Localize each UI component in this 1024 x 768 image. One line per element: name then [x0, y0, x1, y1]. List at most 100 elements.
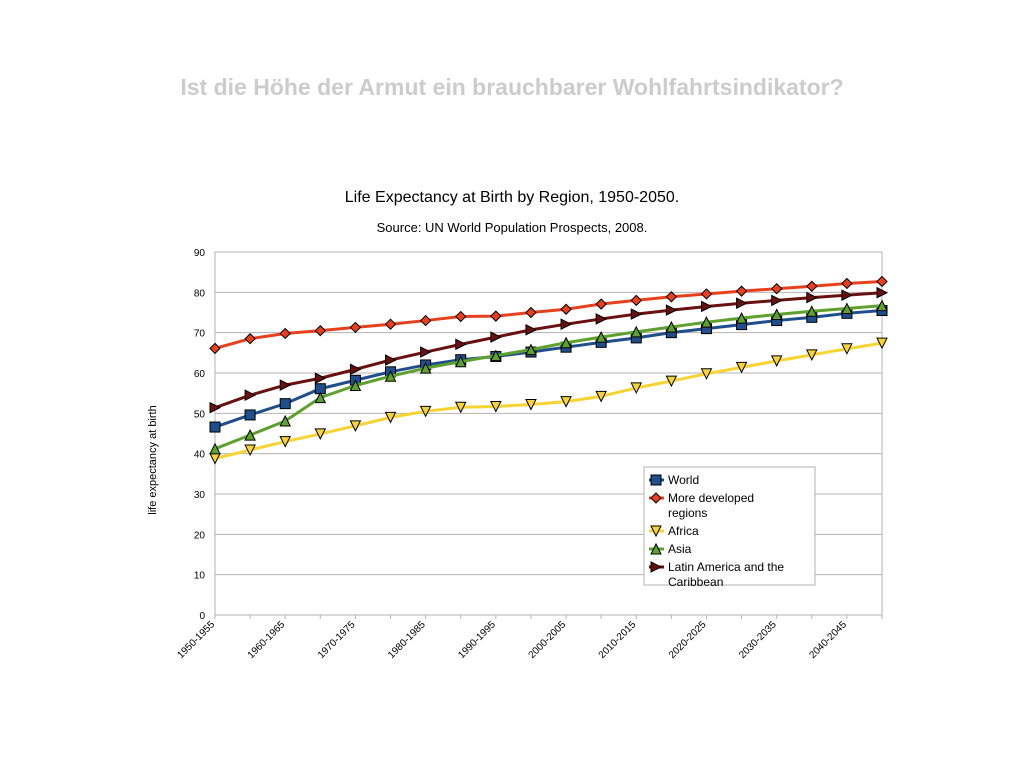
- data-point-latin-america-and-the-caribbean: [806, 291, 818, 304]
- data-point-world: [209, 421, 221, 433]
- data-point-more-developed-regions: [735, 285, 748, 297]
- data-point-latin-america-and-the-caribbean: [490, 331, 502, 343]
- data-point-latin-america-and-the-caribbean: [771, 294, 783, 307]
- data-point-latin-america-and-the-caribbean: [595, 313, 608, 325]
- data-point-latin-america-and-the-caribbean: [560, 318, 573, 331]
- data-point-africa: [770, 355, 783, 368]
- data-point-more-developed-regions: [209, 342, 221, 355]
- data-point-more-developed-regions: [665, 291, 678, 303]
- data-point-latin-america-and-the-caribbean: [314, 372, 327, 385]
- data-point-asia: [209, 442, 221, 455]
- data-point-africa: [454, 401, 467, 414]
- data-point-asia: [665, 320, 678, 333]
- x-tick-label: 2010-2015: [597, 619, 639, 661]
- data-point-asia: [770, 308, 783, 321]
- data-point-africa: [595, 390, 607, 403]
- series-line-latin-america-and-the-caribbean: [214, 291, 883, 410]
- y-tick-label: 0: [199, 611, 205, 622]
- data-point-africa: [419, 405, 432, 418]
- data-point-africa: [279, 436, 292, 448]
- series-more-developed-regions: [209, 275, 888, 355]
- x-tick-label: 1980-1985: [386, 619, 428, 661]
- y-tick-label: 30: [194, 490, 206, 501]
- data-point-africa: [244, 444, 256, 457]
- data-point-more-developed-regions: [876, 275, 888, 288]
- series-asia: [209, 299, 888, 455]
- series-line-africa: [214, 341, 883, 460]
- data-point-more-developed-regions: [349, 321, 362, 334]
- data-point-africa: [805, 349, 818, 361]
- legend-marker-asia: [650, 542, 662, 555]
- data-point-asia: [279, 414, 292, 427]
- data-point-latin-america-and-the-caribbean: [876, 286, 889, 299]
- x-tick-label: 2040-2045: [807, 619, 849, 661]
- data-point-more-developed-regions: [279, 327, 291, 340]
- data-point-latin-america-and-the-caribbean: [455, 338, 467, 351]
- data-point-more-developed-regions: [314, 324, 327, 337]
- data-point-asia: [314, 391, 327, 404]
- y-tick-label: 40: [194, 450, 206, 461]
- data-point-africa: [384, 411, 397, 424]
- x-tick-label: 1970-1975: [316, 619, 358, 661]
- data-point-africa: [314, 428, 327, 441]
- series-latin-america-and-the-caribbean: [209, 286, 889, 414]
- data-point-more-developed-regions: [595, 298, 607, 310]
- data-point-more-developed-regions: [244, 333, 256, 345]
- chart-subtitle: Source: UN World Population Prospects, 2…: [377, 220, 648, 235]
- data-point-asia: [595, 330, 607, 343]
- data-point-asia: [700, 316, 713, 328]
- data-point-latin-america-and-the-caribbean: [209, 401, 222, 414]
- data-point-asia: [735, 312, 748, 324]
- legend-marker-latin-america-and-the-caribbean: [650, 561, 663, 573]
- data-point-africa: [665, 375, 678, 388]
- data-point-africa: [490, 400, 502, 413]
- series-line-more-developed-regions: [214, 279, 883, 350]
- legend-label-africa: Africa: [668, 524, 699, 538]
- data-point-africa: [560, 396, 572, 408]
- data-point-latin-america-and-the-caribbean: [665, 304, 678, 316]
- data-point-asia: [630, 325, 643, 338]
- data-point-africa: [700, 368, 713, 380]
- data-point-africa: [630, 382, 643, 395]
- x-tick-label: 2030-2035: [737, 619, 779, 661]
- data-point-more-developed-regions: [700, 288, 713, 300]
- slide-title: Ist die Höhe der Armut ein brauchbarer W…: [180, 74, 844, 100]
- y-tick-label: 50: [194, 409, 206, 420]
- y-tick-label: 90: [194, 248, 206, 259]
- data-point-latin-america-and-the-caribbean: [630, 308, 643, 320]
- data-point-africa: [349, 420, 362, 432]
- x-tick-label: 1990-1995: [456, 619, 498, 661]
- y-tick-label: 20: [194, 530, 206, 541]
- legend-box: [643, 466, 816, 586]
- y-axis-label: life expectancy at birth: [147, 405, 159, 514]
- legend-label-latin-america-and-the-caribbean: Latin America and the Caribbean: [668, 560, 784, 589]
- legend-marker-africa: [650, 525, 662, 538]
- data-point-more-developed-regions: [806, 280, 818, 292]
- series-line-asia: [214, 304, 883, 451]
- x-tick-label: 2000-2005: [527, 619, 569, 661]
- data-point-latin-america-and-the-caribbean: [385, 354, 397, 366]
- legend-label-more-developed-regions: More developed regions: [668, 491, 754, 520]
- data-point-latin-america-and-the-caribbean: [279, 379, 292, 391]
- legend-label-world: World: [668, 473, 699, 487]
- data-point-latin-america-and-the-caribbean: [736, 297, 748, 310]
- data-point-world: [244, 409, 256, 421]
- data-point-latin-america-and-the-caribbean: [349, 363, 362, 376]
- data-point-more-developed-regions: [490, 310, 502, 322]
- legend-marker-world: [650, 474, 662, 486]
- data-point-more-developed-regions: [419, 314, 432, 327]
- data-point-latin-america-and-the-caribbean: [700, 300, 713, 313]
- data-point-asia: [525, 343, 537, 356]
- data-point-more-developed-regions: [630, 294, 642, 307]
- chart-title: Life Expectancy at Birth by Region, 1950…: [345, 189, 679, 206]
- data-point-asia: [490, 349, 502, 362]
- y-tick-label: 10: [194, 571, 206, 582]
- data-point-more-developed-regions: [841, 277, 853, 290]
- data-point-world: [279, 398, 291, 410]
- x-tick-label: 2020-2025: [667, 619, 709, 661]
- x-tick-label: 1960-1965: [246, 619, 288, 661]
- legend: World More developed regions Africa Asia Lati…: [643, 466, 816, 589]
- data-point-asia: [384, 370, 397, 382]
